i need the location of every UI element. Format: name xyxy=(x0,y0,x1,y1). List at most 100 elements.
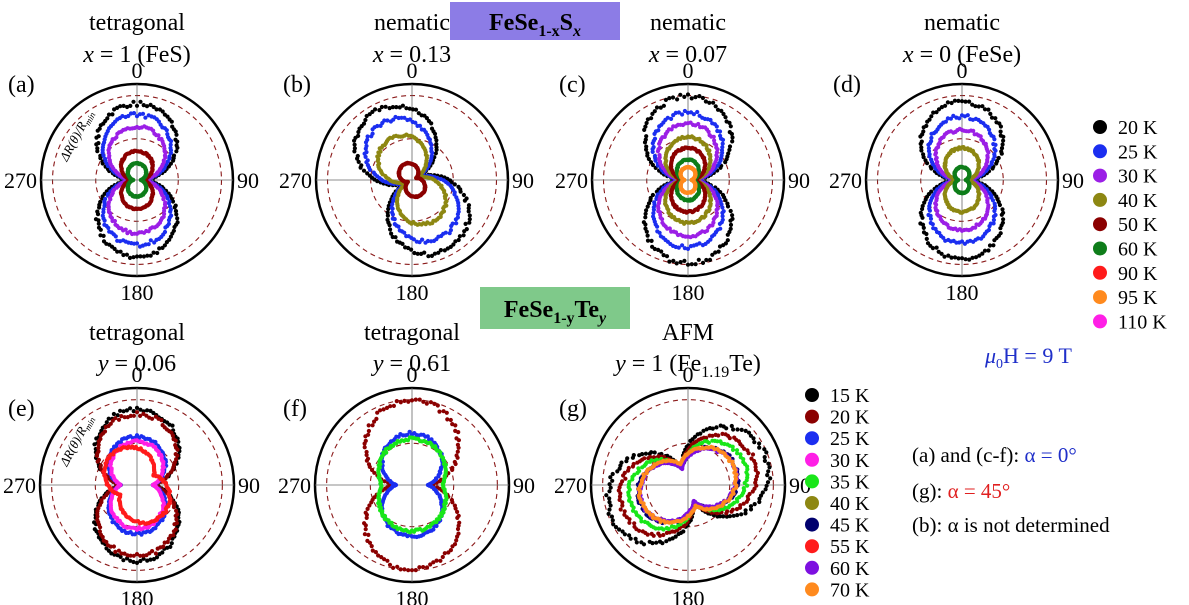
data-point xyxy=(461,192,466,198)
panel-title: tetragonal xyxy=(364,320,460,346)
data-point xyxy=(739,512,744,517)
data-point xyxy=(428,562,433,567)
data-point xyxy=(162,208,167,214)
data-point xyxy=(174,212,179,217)
data-point xyxy=(170,433,175,438)
data-point xyxy=(169,119,174,124)
data-point xyxy=(661,103,667,108)
data-point xyxy=(131,99,136,104)
data-point xyxy=(101,207,106,212)
data-point xyxy=(728,124,733,129)
data-point xyxy=(656,247,661,252)
data-point xyxy=(118,249,123,254)
data-point xyxy=(456,430,461,435)
data-point xyxy=(429,239,434,244)
data-point xyxy=(448,417,453,423)
data-point xyxy=(370,109,375,114)
data-point xyxy=(131,111,137,116)
data-point xyxy=(643,226,648,231)
data-point xyxy=(378,408,383,413)
data-point xyxy=(113,549,118,555)
data-point xyxy=(379,104,384,110)
data-point xyxy=(111,411,116,417)
data-point xyxy=(452,182,457,187)
data-point xyxy=(450,544,455,549)
angle-label-0: 0 xyxy=(407,362,418,387)
data-point xyxy=(455,455,460,460)
angle-label-270: 270 xyxy=(278,473,311,498)
data-point xyxy=(356,133,361,138)
data-point xyxy=(713,104,718,109)
angle-label-180: 180 xyxy=(396,586,429,605)
data-point xyxy=(682,108,688,114)
data-point xyxy=(456,445,461,450)
data-point xyxy=(652,450,657,455)
data-point xyxy=(96,141,101,146)
data-point xyxy=(657,145,662,150)
data-point xyxy=(366,432,371,437)
data-point xyxy=(352,146,357,151)
data-point xyxy=(97,529,102,534)
data-point xyxy=(714,425,719,430)
data-point xyxy=(164,128,169,133)
data-point xyxy=(956,98,961,103)
data-point xyxy=(365,137,370,142)
data-point xyxy=(765,473,770,478)
data-point xyxy=(444,410,449,415)
data-point xyxy=(171,505,177,510)
data-point xyxy=(766,469,771,474)
data-point xyxy=(101,239,107,244)
data-point xyxy=(993,142,998,147)
angle-label-90: 90 xyxy=(513,473,535,498)
data-point xyxy=(919,139,924,144)
data-point xyxy=(417,397,422,402)
data-point xyxy=(695,109,700,115)
data-point xyxy=(170,231,175,236)
data-point xyxy=(133,148,138,153)
data-point xyxy=(366,423,371,428)
data-point xyxy=(424,116,429,121)
data-point xyxy=(404,106,409,111)
data-point xyxy=(175,139,180,144)
data-point xyxy=(419,251,424,256)
data-point xyxy=(924,123,929,128)
data-point xyxy=(134,410,140,415)
data-point xyxy=(697,94,702,99)
data-point xyxy=(640,452,645,457)
data-point xyxy=(626,465,631,471)
data-point xyxy=(423,240,428,245)
data-point xyxy=(764,450,769,455)
data-point xyxy=(412,250,417,256)
data-point xyxy=(362,445,367,450)
data-point xyxy=(121,252,126,258)
data-point xyxy=(765,480,771,485)
data-point xyxy=(463,221,468,226)
data-point xyxy=(165,114,170,119)
data-point xyxy=(389,231,394,236)
data-point xyxy=(131,255,136,260)
data-point xyxy=(654,105,660,110)
data-point xyxy=(392,222,397,227)
data-point xyxy=(168,234,173,239)
panel-label: (e) xyxy=(8,396,35,422)
data-point xyxy=(466,209,471,214)
data-point xyxy=(162,540,167,545)
data-point xyxy=(729,509,734,514)
data-point xyxy=(401,162,406,167)
data-point xyxy=(749,456,754,461)
data-point xyxy=(363,510,368,515)
data-point xyxy=(417,123,423,128)
data-point xyxy=(627,520,632,525)
data-point xyxy=(652,109,657,114)
data-point xyxy=(355,153,360,159)
data-point xyxy=(607,482,612,487)
data-point xyxy=(366,428,371,434)
data-point xyxy=(434,142,439,147)
data-point xyxy=(657,153,662,158)
data-point xyxy=(387,562,393,567)
data-point xyxy=(394,105,399,110)
data-point xyxy=(410,107,415,112)
group-title-text: FeSe1-xSx xyxy=(489,10,581,40)
data-point xyxy=(918,221,923,226)
